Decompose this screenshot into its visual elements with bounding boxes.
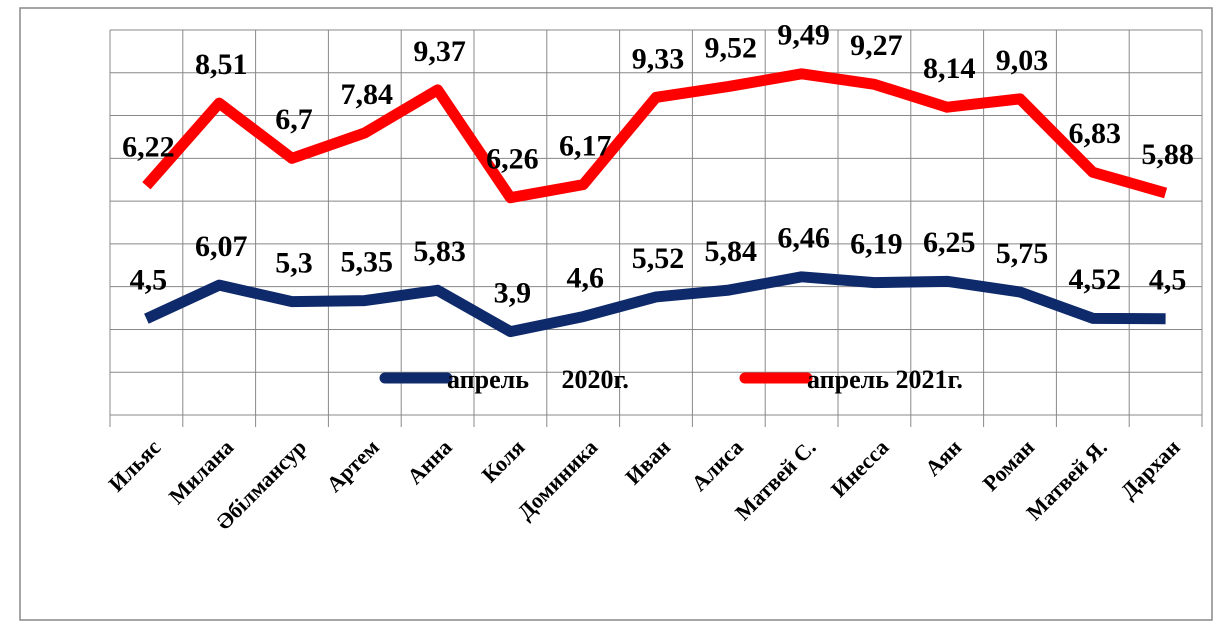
- data-label: 6,46: [777, 222, 830, 255]
- data-label: 6,19: [850, 227, 903, 260]
- data-label: 9,37: [413, 35, 466, 68]
- data-label: 5,88: [1141, 138, 1194, 171]
- data-label: 5,52: [632, 242, 685, 275]
- data-label: 5,3: [275, 247, 313, 280]
- data-label: 4,5: [1149, 264, 1187, 297]
- data-label: 6,26: [486, 143, 539, 176]
- data-label: 9,27: [850, 29, 903, 62]
- legend-label: апрель 2020г.: [447, 365, 629, 394]
- data-label: 7,84: [341, 78, 394, 111]
- data-label: 8,14: [923, 52, 976, 85]
- data-label: 8,51: [195, 48, 248, 81]
- data-label: 5,35: [341, 245, 394, 278]
- data-label: 9,03: [996, 44, 1049, 77]
- data-label: 6,07: [195, 230, 248, 263]
- data-label: 6,22: [122, 131, 175, 164]
- legend-label: апрель 2021г.: [807, 365, 963, 394]
- series-line: [144, 271, 1166, 338]
- chart-border: [19, 7, 1213, 621]
- data-label: 4,6: [566, 262, 604, 295]
- data-label: 6,83: [1069, 117, 1122, 150]
- data-label: 5,75: [996, 237, 1049, 270]
- data-label: 6,7: [275, 103, 313, 136]
- data-label: 6,17: [559, 130, 612, 163]
- data-label: 5,84: [705, 235, 758, 268]
- data-label: 3,9: [494, 276, 532, 309]
- data-label: 9,33: [632, 42, 685, 75]
- data-label: 4,5: [130, 264, 168, 297]
- series-line: [142, 68, 1168, 204]
- data-label: 6,25: [923, 226, 976, 259]
- data-label: 9,52: [705, 31, 758, 64]
- data-label: 4,52: [1069, 263, 1122, 296]
- data-label: 9,49: [777, 19, 830, 52]
- data-label: 5,83: [413, 235, 466, 268]
